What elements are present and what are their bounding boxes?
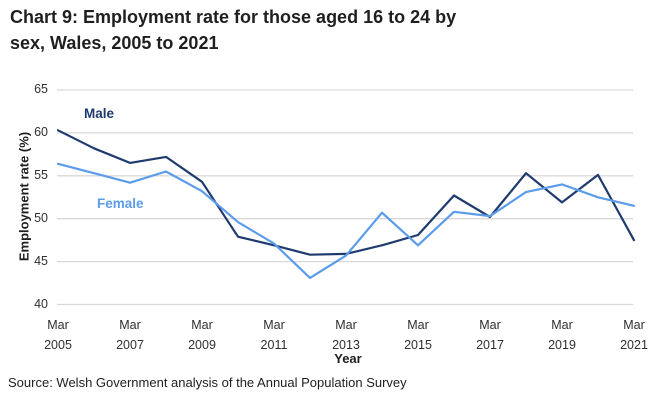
x-tick-month: Mar xyxy=(119,318,141,332)
x-axis-title: Year xyxy=(334,351,362,366)
x-tick-month: Mar xyxy=(335,318,357,332)
y-axis-tick-label: 40 xyxy=(34,296,48,311)
x-tick-year: 2015 xyxy=(404,338,432,352)
x-axis-tick-label: Mar 2021 xyxy=(606,315,661,355)
x-tick-year: 2013 xyxy=(332,338,360,352)
y-axis-tick-label: 65 xyxy=(34,82,48,96)
male-series-line xyxy=(56,129,636,256)
x-tick-year: 2019 xyxy=(548,338,576,352)
y-axis-tick-label: 45 xyxy=(34,253,48,268)
x-axis-tick-label: Mar 2019 xyxy=(534,315,590,355)
x-axis-tick-label: Mar 2007 xyxy=(102,315,158,355)
x-axis-tick-label: Mar 2011 xyxy=(246,315,302,355)
x-axis-tick-label: Mar 2015 xyxy=(390,315,446,355)
x-axis-tick-label: Mar 2017 xyxy=(462,315,518,355)
female-series-line xyxy=(56,162,636,279)
x-tick-year: 2009 xyxy=(188,338,216,352)
source-note: Source: Welsh Government analysis of the… xyxy=(8,375,407,390)
x-tick-month: Mar xyxy=(47,318,69,332)
y-axis-tick-label: 50 xyxy=(34,210,48,225)
y-axis-title: Employment rate (%) xyxy=(16,131,32,262)
x-tick-month: Mar xyxy=(191,318,213,332)
x-tick-month: Mar xyxy=(263,318,285,332)
x-axis-tick-label: Mar 2009 xyxy=(174,315,230,355)
chart-title-line1: Chart 9: Employment rate for those aged … xyxy=(10,7,457,27)
legend-label-female: Female xyxy=(97,196,144,211)
legend-label-male: Male xyxy=(84,106,115,121)
x-tick-year: 2005 xyxy=(44,338,72,352)
chart-title: Chart 9: Employment rate for those aged … xyxy=(10,4,630,56)
x-tick-year: 2017 xyxy=(476,338,504,352)
x-tick-month: Mar xyxy=(407,318,429,332)
x-tick-year: 2011 xyxy=(260,338,288,352)
x-tick-year: 2021 xyxy=(620,338,648,352)
y-axis-tick-label: 55 xyxy=(34,167,48,182)
x-axis-tick-label: Mar 2005 xyxy=(30,315,86,355)
x-tick-month: Mar xyxy=(479,318,501,332)
chart-title-line2: sex, Wales, 2005 to 2021 xyxy=(10,33,219,53)
x-axis-tick-label: Mar 2013 xyxy=(318,315,374,355)
x-tick-year: 2007 xyxy=(116,338,144,352)
y-axis-tick-label: 60 xyxy=(34,124,48,139)
x-tick-month: Mar xyxy=(551,318,573,332)
x-tick-month: Mar xyxy=(623,318,645,332)
